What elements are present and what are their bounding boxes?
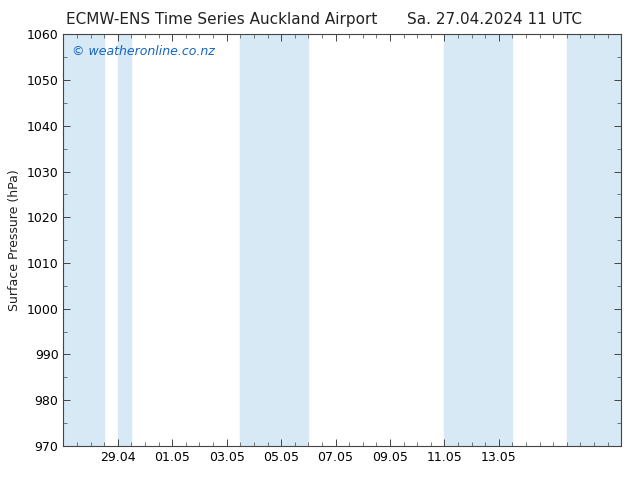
Bar: [567, 34, 621, 446]
Bar: [499, 34, 512, 446]
Bar: [118, 34, 131, 446]
Y-axis label: Surface Pressure (hPa): Surface Pressure (hPa): [8, 169, 21, 311]
Text: © weatheronline.co.nz: © weatheronline.co.nz: [72, 45, 214, 58]
Bar: [240, 34, 295, 446]
Text: Sa. 27.04.2024 11 UTC: Sa. 27.04.2024 11 UTC: [407, 12, 582, 27]
Bar: [295, 34, 308, 446]
Text: ECMW-ENS Time Series Auckland Airport: ECMW-ENS Time Series Auckland Airport: [66, 12, 378, 27]
Bar: [444, 34, 499, 446]
Bar: [63, 34, 104, 446]
